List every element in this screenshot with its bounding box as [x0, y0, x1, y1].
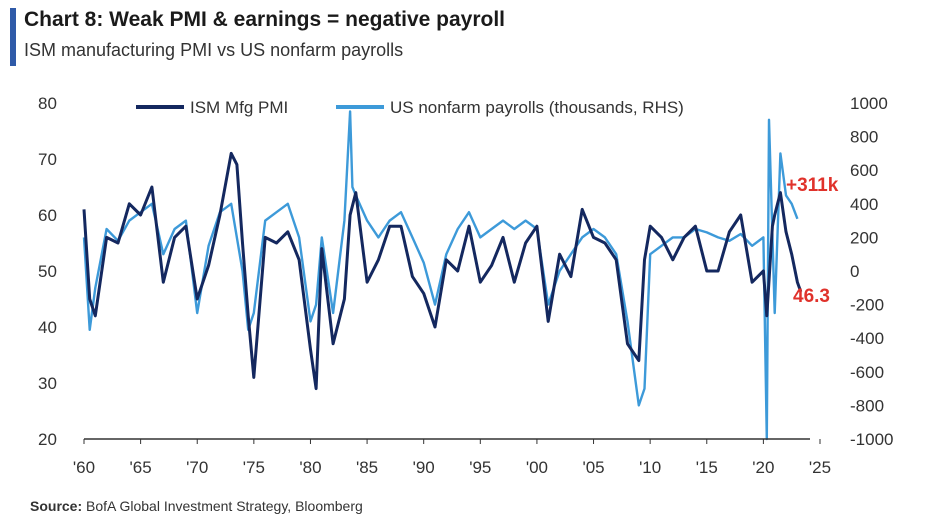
x-tick-label: '05	[582, 458, 604, 477]
y-right-tick-label: -600	[850, 363, 884, 382]
x-tick-label: '90	[413, 458, 435, 477]
x-tick-label: '60	[73, 458, 95, 477]
x-tick-label: '75	[243, 458, 265, 477]
y-right-tick-label: -400	[850, 329, 884, 348]
x-tick-label: '65	[130, 458, 152, 477]
x-tick-label: '15	[696, 458, 718, 477]
x-tick-label: '10	[639, 458, 661, 477]
payrolls-series-line	[82, 110, 799, 441]
y-left-tick-label: 80	[38, 94, 57, 113]
page-subtitle: ISM manufacturing PMI vs US nonfarm payr…	[24, 40, 404, 60]
annotation-payrolls: +311k	[786, 175, 839, 196]
x-tick-label: '00	[526, 458, 548, 477]
source-label: Source:	[30, 498, 83, 514]
page-title: Chart 8: Weak PMI & earnings = negative …	[24, 8, 506, 31]
y-right-tick-label: 1000	[850, 94, 888, 113]
x-tick-label: '20	[752, 458, 774, 477]
title-accent-bar	[10, 8, 16, 66]
y-left-tick-label: 20	[38, 430, 57, 449]
legend-label-pmi: ISM Mfg PMI	[190, 98, 288, 117]
x-tick-label: '25	[809, 458, 831, 477]
y-right-tick-label: -1000	[850, 430, 893, 449]
x-tick-label: '80	[299, 458, 321, 477]
y-right-tick-label: -800	[850, 396, 884, 415]
source-note: Source: BofA Global Investment Strategy,…	[30, 498, 363, 514]
y-left-tick-label: 60	[38, 206, 57, 225]
y-left-tick-label: 40	[38, 318, 57, 337]
y-right-tick-label: -200	[850, 296, 884, 315]
source-text: BofA Global Investment Strategy, Bloombe…	[86, 498, 363, 514]
y-right-tick-label: 0	[850, 262, 859, 281]
y-right-tick-label: 600	[850, 161, 878, 180]
legend-label-payrolls: US nonfarm payrolls (thousands, RHS)	[390, 98, 684, 117]
x-tick-label: '95	[469, 458, 491, 477]
annotation-pmi: 46.3	[793, 286, 830, 307]
x-tick-label: '70	[186, 458, 208, 477]
y-right-tick-label: 400	[850, 195, 878, 214]
y-right-tick-label: 800	[850, 128, 878, 147]
x-tick-label: '85	[356, 458, 378, 477]
y-left-tick-label: 30	[38, 374, 57, 393]
y-right-tick-label: 200	[850, 228, 878, 247]
y-left-tick-label: 70	[38, 150, 57, 169]
pmi-series-line	[82, 151, 803, 391]
y-left-tick-label: 50	[38, 262, 57, 281]
